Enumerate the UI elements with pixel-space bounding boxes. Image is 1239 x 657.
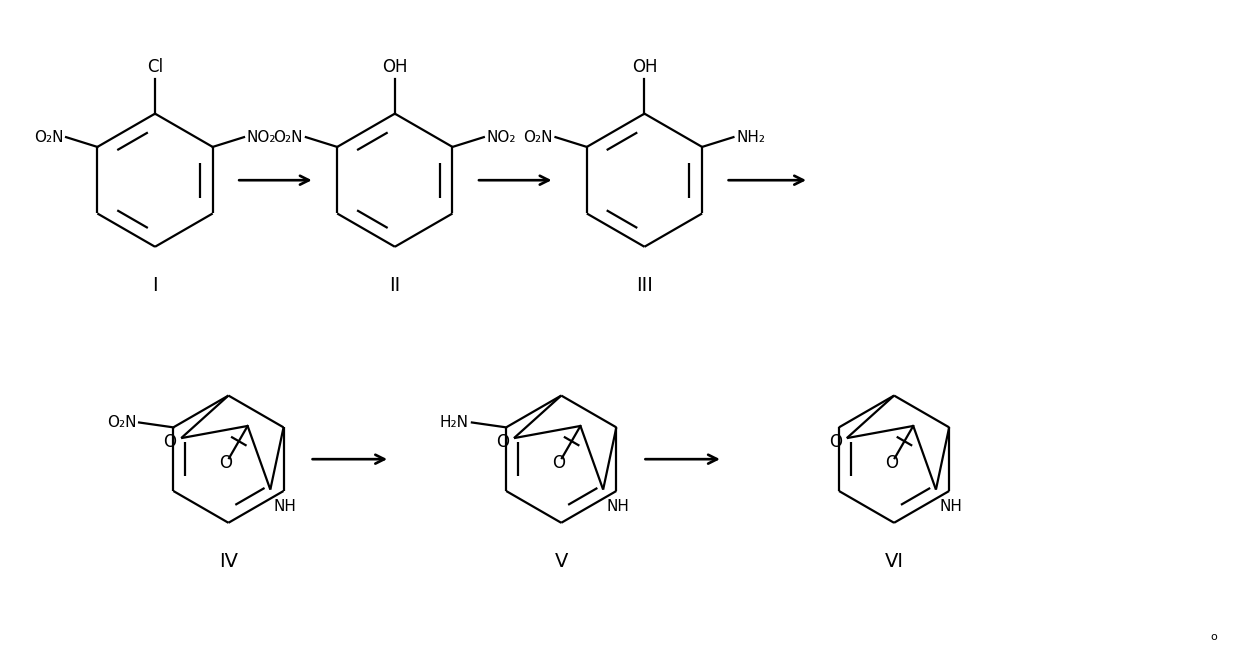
Text: VI: VI bbox=[885, 552, 903, 571]
Text: NO₂: NO₂ bbox=[487, 129, 517, 145]
Text: NO₂: NO₂ bbox=[247, 129, 276, 145]
Text: H₂N: H₂N bbox=[440, 415, 468, 430]
Text: I: I bbox=[152, 276, 157, 295]
Text: Cl: Cl bbox=[147, 58, 164, 76]
Text: O₂N: O₂N bbox=[107, 415, 136, 430]
Text: V: V bbox=[555, 552, 567, 571]
Text: OH: OH bbox=[382, 58, 408, 76]
Text: IV: IV bbox=[219, 552, 238, 571]
Text: III: III bbox=[636, 276, 653, 295]
Text: NH₂: NH₂ bbox=[736, 129, 766, 145]
Text: II: II bbox=[389, 276, 400, 295]
Text: O: O bbox=[164, 433, 177, 451]
Text: O₂N: O₂N bbox=[33, 129, 63, 145]
Text: O₂N: O₂N bbox=[523, 129, 553, 145]
Text: O₂N: O₂N bbox=[274, 129, 304, 145]
Text: O: O bbox=[497, 433, 509, 451]
Text: NH: NH bbox=[274, 499, 296, 514]
Text: NH: NH bbox=[939, 499, 961, 514]
Text: OH: OH bbox=[632, 58, 657, 76]
Text: O: O bbox=[829, 433, 843, 451]
Text: NH: NH bbox=[606, 499, 629, 514]
Text: o: o bbox=[1211, 632, 1217, 643]
Text: O: O bbox=[553, 454, 565, 472]
Text: O: O bbox=[219, 454, 233, 472]
Text: O: O bbox=[885, 454, 898, 472]
